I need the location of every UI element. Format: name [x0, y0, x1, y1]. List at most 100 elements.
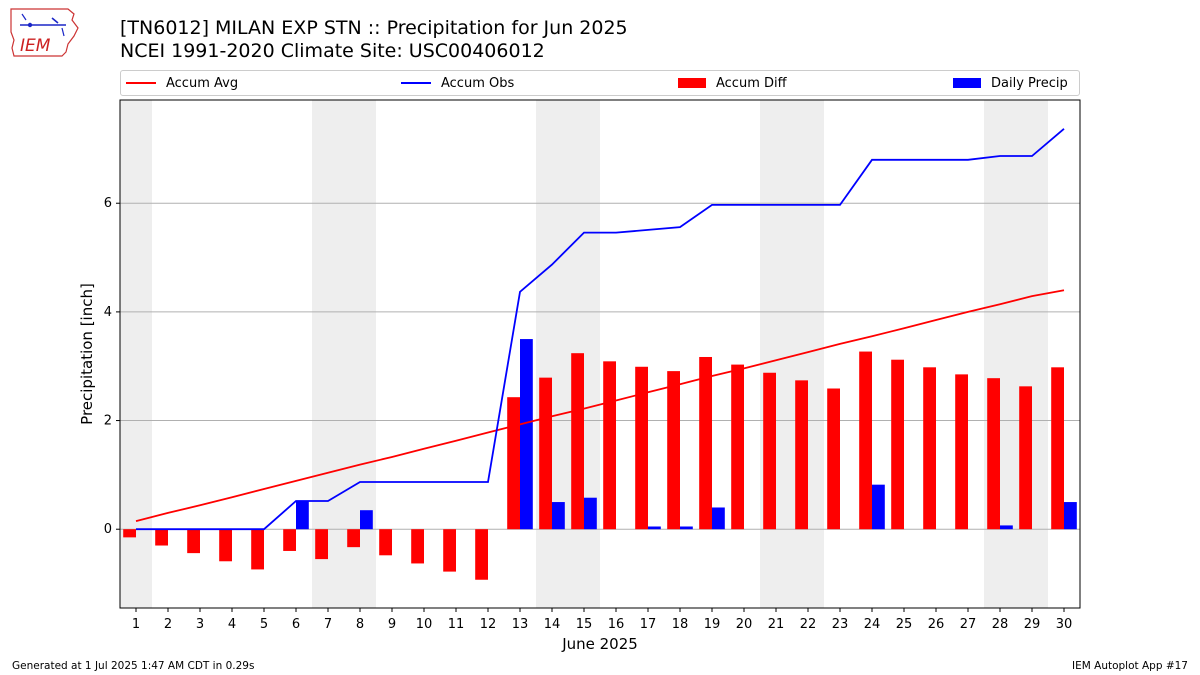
accum-diff-bar-day-4 — [219, 529, 232, 562]
legend-swatch-accum-avg — [126, 82, 156, 84]
daily-precip-bar-day-14 — [552, 502, 565, 530]
x-tick-label-19: 19 — [704, 617, 721, 632]
x-tick-label-9: 9 — [388, 617, 396, 632]
accum-obs-line — [136, 128, 1065, 531]
legend-item-accum-obs: Accum Obs — [401, 71, 514, 95]
x-tick-label-18: 18 — [672, 617, 689, 632]
y-axis-label: Precipitation [inch] — [78, 283, 96, 425]
x-tick-label-25: 25 — [896, 617, 913, 632]
accum-diff-bar-day-30 — [1051, 367, 1064, 530]
y-tick-label-0: 0 — [104, 522, 112, 537]
legend-swatch-accum-obs — [401, 82, 431, 84]
daily-precip-bar-day-17 — [648, 526, 661, 530]
accum-avg-line — [135, 289, 1065, 522]
weekend-shade-day-28 — [984, 100, 1016, 608]
accum-diff-bar-day-16 — [603, 361, 616, 530]
accum-diff-bar-day-13 — [507, 397, 520, 530]
x-tick-label-2: 2 — [164, 617, 172, 632]
accum-diff-bar-day-6 — [283, 529, 296, 551]
legend: Accum Avg Accum Obs Accum Diff Daily Pre… — [120, 70, 1080, 96]
weekend-shade-day-21 — [760, 100, 792, 608]
x-tick-label-26: 26 — [928, 617, 945, 632]
accum-diff-bar-day-11 — [443, 529, 456, 572]
accum-diff-bar-day-24 — [859, 351, 872, 530]
weekend-shade-day-7 — [312, 100, 344, 608]
accum-diff-bar-day-26 — [923, 367, 936, 530]
y-tick-label-6: 6 — [104, 196, 112, 211]
x-tick-label-29: 29 — [1024, 617, 1041, 632]
accum-diff-bar-day-20 — [731, 364, 744, 530]
footer-generated: Generated at 1 Jul 2025 1:47 AM CDT in 0… — [12, 660, 255, 672]
x-tick-label-28: 28 — [992, 617, 1009, 632]
daily-precip-bar-day-13 — [520, 339, 533, 530]
accum-diff-bar-day-18 — [667, 371, 680, 530]
x-tick-label-8: 8 — [356, 617, 364, 632]
y-tick-label-4: 4 — [104, 305, 112, 320]
footer-app: IEM Autoplot App #17 — [1072, 660, 1188, 672]
x-tick-label-22: 22 — [800, 617, 817, 632]
chart-title: [TN6012] MILAN EXP STN :: Precipitation … — [120, 17, 628, 39]
legend-label-accum-avg: Accum Avg — [166, 75, 239, 91]
weekend-shade-day-8 — [344, 100, 376, 608]
accum-diff-bar-day-12 — [475, 529, 488, 580]
legend-label-accum-obs: Accum Obs — [441, 75, 515, 91]
y-tick-label-2: 2 — [104, 414, 112, 429]
daily-precip-bar-day-8 — [360, 510, 373, 530]
x-tick-label-13: 13 — [512, 617, 529, 632]
daily-precip-bar-day-30 — [1064, 502, 1077, 530]
weekend-shade-day-1 — [120, 100, 152, 608]
iem-logo: IEM — [10, 8, 79, 57]
x-tick-label-20: 20 — [736, 617, 753, 632]
daily-precip-bar-day-6 — [296, 500, 309, 530]
x-tick-label-10: 10 — [416, 617, 433, 632]
accum-diff-bar-day-27 — [955, 374, 968, 530]
daily-precip-bar-day-24 — [872, 484, 885, 530]
accum-diff-bar-day-17 — [635, 366, 648, 530]
x-tick-label-27: 27 — [960, 617, 977, 632]
accum-diff-bar-day-21 — [763, 372, 776, 530]
daily-precip-bar-day-15 — [584, 497, 597, 530]
accum-diff-bar-day-2 — [155, 529, 168, 546]
logo-text: IEM — [20, 36, 51, 56]
daily-precip-bar-day-18 — [680, 526, 693, 530]
accum-diff-bar-day-22 — [795, 380, 808, 530]
x-tick-label-1: 1 — [132, 617, 140, 632]
x-tick-label-16: 16 — [608, 617, 625, 632]
accum-diff-bar-day-8 — [347, 529, 360, 548]
x-tick-label-21: 21 — [768, 617, 785, 632]
plot-frame — [119, 99, 1081, 609]
daily-precip-bar-day-28 — [1000, 525, 1013, 530]
weekend-shade-day-15 — [568, 100, 600, 608]
accum-diff-bar-day-5 — [251, 529, 264, 570]
x-tick-label-24: 24 — [864, 617, 881, 632]
accum-diff-bar-day-28 — [987, 378, 1000, 530]
legend-item-accum-diff: Accum Diff — [678, 71, 787, 95]
x-tick-label-6: 6 — [292, 617, 300, 632]
x-tick-label-15: 15 — [576, 617, 593, 632]
x-tick-label-30: 30 — [1056, 617, 1073, 632]
x-tick-label-4: 4 — [228, 617, 236, 632]
weekend-shade-day-22 — [792, 100, 824, 608]
x-tick-label-23: 23 — [832, 617, 849, 632]
accum-diff-bar-day-3 — [187, 529, 200, 554]
legend-label-accum-diff: Accum Diff — [716, 75, 787, 91]
accum-diff-bar-day-25 — [891, 359, 904, 530]
x-tick-label-12: 12 — [480, 617, 497, 632]
accum-diff-bar-day-9 — [379, 529, 392, 556]
x-axis-label: June 2025 — [561, 635, 638, 653]
weekend-shade-day-29 — [1016, 100, 1048, 608]
accum-diff-bar-day-7 — [315, 529, 328, 560]
accum-diff-bar-day-23 — [827, 388, 840, 530]
daily-precip-bar-day-19 — [712, 507, 725, 530]
accum-diff-bar-day-1 — [123, 529, 136, 538]
x-tick-label-17: 17 — [640, 617, 657, 632]
legend-swatch-daily-precip — [953, 78, 981, 88]
accum-diff-bar-day-14 — [539, 377, 552, 530]
accum-diff-bar-day-29 — [1019, 386, 1032, 530]
accum-diff-bar-day-10 — [411, 529, 424, 564]
x-tick-label-14: 14 — [544, 617, 561, 632]
legend-item-daily-precip: Daily Precip — [953, 71, 1068, 95]
x-tick-label-7: 7 — [324, 617, 332, 632]
weekend-shade-day-14 — [536, 100, 568, 608]
